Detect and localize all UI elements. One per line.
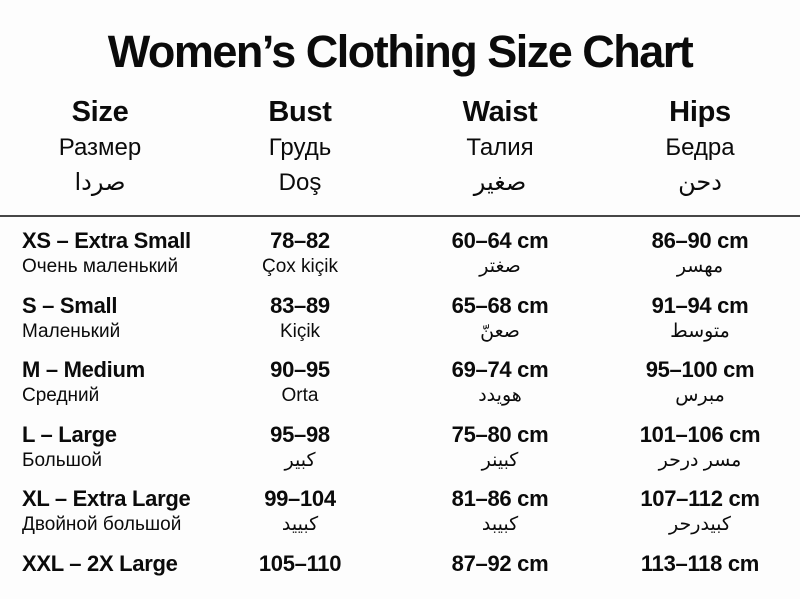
hips-value: 91–94 cm — [651, 292, 749, 318]
hips-cell: 95–100 cm مبرس — [600, 356, 800, 411]
waist-value: 60–64 cm — [451, 228, 549, 253]
size-cell: XL – Extra Large Двойной большой — [0, 485, 200, 540]
hips-translation: كبيدرحر — [669, 514, 731, 536]
waist-value: 87–92 cm — [451, 550, 549, 576]
waist-cell: 69–74 cm هويدد — [400, 356, 600, 411]
bust-value: 78–82 — [270, 228, 330, 253]
size-chart-table-body: XS – Extra Small Очень маленький 78–82 Ç… — [0, 217, 800, 599]
column-header-bust-third: Doş — [278, 169, 322, 196]
hips-value: 95–100 cm — [645, 357, 755, 383]
hips-value: 86–90 cm — [651, 228, 749, 253]
size-cell: L – Large Большой — [0, 421, 200, 476]
size-label-translation: Двойной большой — [22, 514, 182, 536]
hips-cell: 86–90 cm مهسر — [600, 227, 800, 282]
waist-cell: 87–92 cm — [400, 550, 600, 599]
hips-value: 101–106 cm — [639, 421, 761, 447]
column-header-waist-third: صغير — [473, 169, 527, 196]
table-row-xl: XL – Extra Large Двойной большой 99–104 … — [0, 475, 800, 540]
table-row-s: S – Small Маленький 83–89 Kiçik 65–68 cm… — [0, 282, 800, 347]
column-header-bust-ru: Грудь — [268, 134, 332, 161]
page-title: Women’s Clothing Size Chart — [107, 26, 694, 77]
size-label-translation: Большой — [22, 449, 103, 471]
bust-value: 90–95 — [270, 357, 330, 383]
hips-cell: 91–94 cm متوسط — [600, 292, 800, 347]
column-header-size: Size Размер صردا — [0, 94, 200, 201]
bust-translation: كبير — [284, 449, 316, 471]
waist-value: 65–68 cm — [451, 292, 549, 318]
bust-translation: Kiçik — [279, 320, 321, 342]
column-header-size-third: صردا — [74, 169, 126, 196]
hips-value: 113–118 cm — [640, 550, 760, 576]
size-label: S – Small — [22, 292, 118, 318]
waist-cell: 75–80 cm كبينر — [400, 421, 600, 476]
bust-cell: 105–110 — [200, 550, 400, 599]
bust-translation: Orta — [281, 385, 319, 407]
waist-translation: صغتر — [479, 256, 521, 277]
table-row-m: M – Medium Средний 90–95 Orta 69–74 cm ه… — [0, 346, 800, 411]
column-header-bust-en: Bust — [268, 96, 332, 128]
table-row-l: L – Large Большой 95–98 كبير 75–80 cm كب… — [0, 411, 800, 476]
waist-value: 75–80 cm — [451, 421, 549, 447]
size-label-translation: Маленький — [22, 320, 121, 342]
size-cell: M – Medium Средний — [0, 356, 200, 411]
bust-cell: 83–89 Kiçik — [200, 292, 400, 347]
size-cell: S – Small Маленький — [0, 292, 200, 347]
column-header-waist-ru: Талия — [466, 134, 534, 161]
waist-cell: 81–86 cm كبيبد — [400, 485, 600, 540]
size-cell: XS – Extra Small Очень маленький — [0, 227, 200, 282]
bust-cell: 90–95 Orta — [200, 356, 400, 411]
column-header-size-en: Size — [71, 96, 129, 128]
size-label: L – Large — [22, 421, 117, 447]
bust-value: 95–98 — [270, 421, 330, 447]
size-label-translation: Очень маленький — [22, 256, 179, 277]
column-header-waist: Waist Талия صغير — [400, 94, 600, 201]
table-row-xxl: XXL – 2X Large 105–110 87–92 cm 113–118 … — [0, 540, 800, 599]
bust-cell: 95–98 كبير — [200, 421, 400, 476]
size-cell: XXL – 2X Large — [0, 550, 200, 599]
hips-value: 107–112 cm — [640, 486, 760, 512]
waist-translation: صعنّ — [480, 320, 520, 342]
bust-cell: 78–82 Çox kiçik — [200, 227, 400, 282]
bust-translation: كبييد — [281, 514, 319, 536]
bust-value: 99–104 — [264, 486, 336, 512]
column-header-hips-ru: Бедра — [665, 134, 735, 161]
hips-translation: مبرس — [675, 385, 725, 407]
size-label: XS – Extra Small — [22, 228, 191, 253]
column-header-hips: Hips Бедра دحن — [600, 94, 800, 201]
hips-cell: 101–106 cm مسر درحر — [600, 421, 800, 476]
waist-value: 69–74 cm — [451, 357, 549, 383]
column-header-size-ru: Размер — [58, 134, 142, 161]
waist-translation: كبينر — [481, 449, 519, 471]
hips-translation: متوسط — [670, 320, 730, 342]
waist-translation: هويدد — [478, 385, 522, 407]
size-label: M – Medium — [22, 357, 145, 383]
hips-cell: 107–112 cm كبيدرحر — [600, 485, 800, 540]
size-label: XL – Extra Large — [22, 486, 191, 512]
table-header-row: Size Размер صردا Bust Грудь Doş Waist Та… — [0, 94, 800, 201]
waist-value: 81–86 cm — [451, 486, 549, 512]
table-row-xs: XS – Extra Small Очень маленький 78–82 Ç… — [0, 217, 800, 282]
waist-translation: كبيبد — [481, 514, 519, 536]
hips-translation: مهسر — [676, 256, 724, 277]
bust-cell: 99–104 كبييد — [200, 485, 400, 540]
waist-cell: 65–68 cm صعنّ — [400, 292, 600, 347]
waist-cell: 60–64 cm صغتر — [400, 227, 600, 282]
hips-translation: مسر درحر — [658, 449, 742, 471]
size-label: XXL – 2X Large — [22, 550, 178, 576]
column-header-bust: Bust Грудь Doş — [200, 94, 400, 201]
bust-translation: Çox kiçik — [261, 256, 338, 277]
bust-value: 105–110 — [258, 550, 342, 576]
hips-cell: 113–118 cm — [600, 550, 800, 599]
column-header-hips-en: Hips — [669, 96, 731, 128]
bust-value: 83–89 — [270, 292, 330, 318]
column-header-hips-third: دحن — [678, 169, 722, 196]
column-header-waist-en: Waist — [462, 96, 538, 128]
size-label-translation: Средний — [22, 385, 100, 407]
header-divider — [0, 215, 800, 217]
